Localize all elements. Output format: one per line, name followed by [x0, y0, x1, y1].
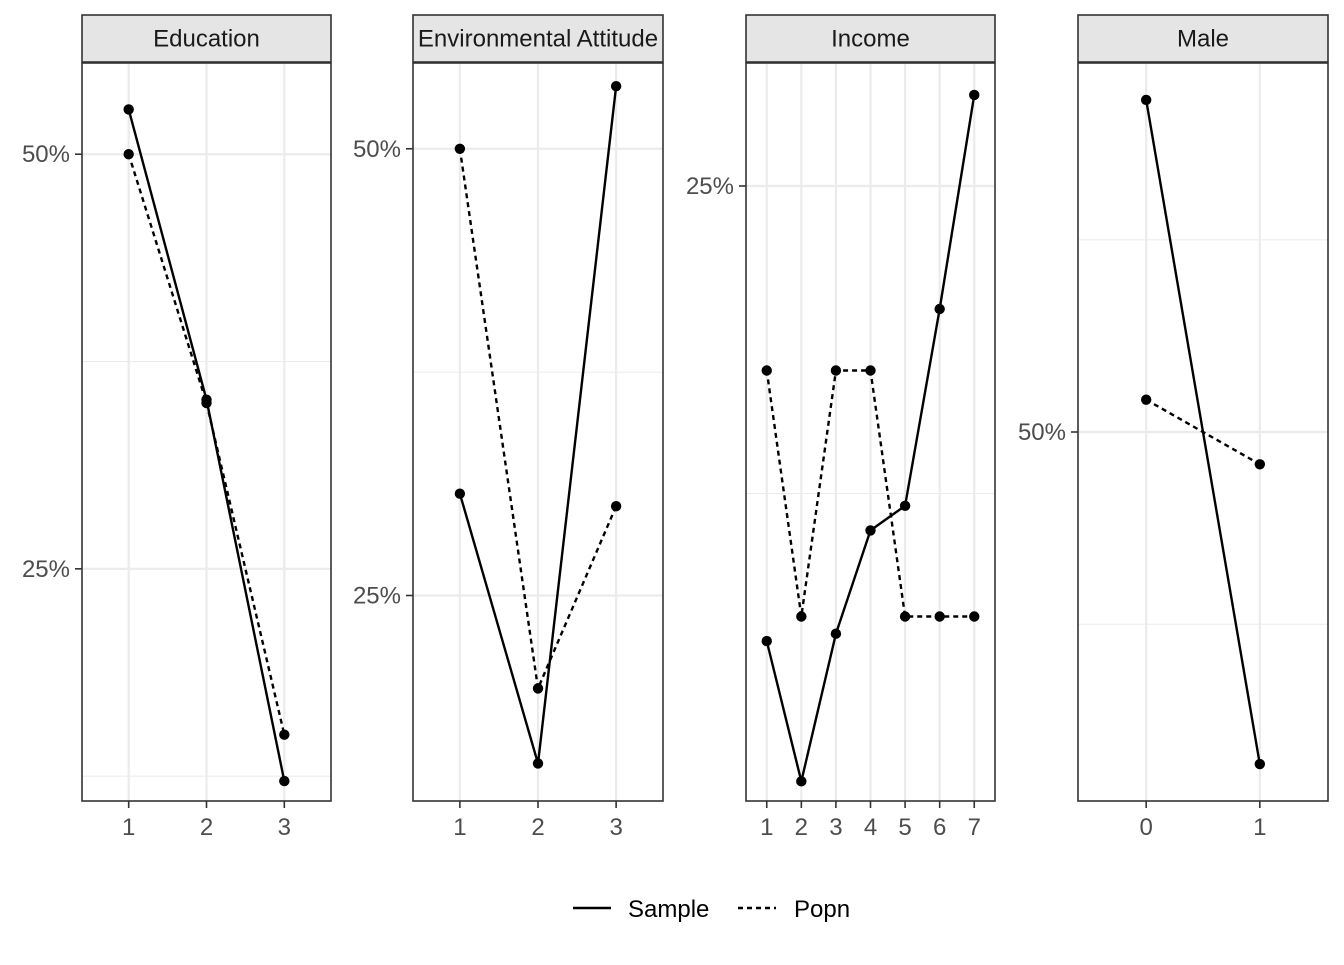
facet-strip [1077, 14, 1329, 63]
facet-panel-2: Income 25% 1 2 3 4 5 6 7 [686, 14, 996, 841]
data-point-sample [532, 758, 544, 769]
data-point-sample [761, 635, 772, 647]
series-line-popn [458, 148, 618, 690]
x-tick-label: 2 [200, 814, 213, 841]
x-tick-label: 5 [898, 814, 911, 841]
y-tick-label: 25% [686, 173, 734, 200]
data-point-popn [934, 611, 945, 622]
data-point-sample [279, 775, 290, 787]
x-tick-label: 6 [933, 814, 946, 841]
y-tick-label: 50% [22, 141, 70, 168]
x-tick-label: 1 [453, 814, 466, 841]
facet-title: Income [831, 26, 910, 53]
panel-plot-area [1078, 63, 1328, 801]
legend: Sample Popn [573, 896, 850, 923]
data-point-sample [1140, 94, 1152, 106]
data-point-popn [279, 729, 290, 740]
x-tick-label: 1 [760, 814, 773, 841]
data-point-popn [969, 611, 980, 622]
data-point-popn [761, 365, 772, 376]
facet-title: Education [153, 26, 260, 53]
facet-panel-3: Male 50% 0 1 [1018, 14, 1329, 841]
x-tick-label: 3 [609, 814, 622, 841]
x-tick-label: 4 [864, 814, 877, 841]
facet-strip [412, 14, 664, 63]
y-tick-label: 50% [1018, 419, 1066, 446]
data-point-popn [532, 683, 544, 694]
x-tick-label: 1 [1253, 814, 1266, 841]
x-tick-label: 1 [122, 814, 135, 841]
x-tick-label: 2 [531, 814, 544, 841]
series-line-popn [1145, 398, 1261, 466]
data-point-popn [865, 365, 876, 376]
data-point-popn [1140, 394, 1152, 405]
x-tick-label: 3 [829, 814, 842, 841]
legend-label-popn: Popn [794, 896, 850, 923]
facet-title: Environmental Attitude [418, 26, 658, 53]
panel-plot-area [413, 63, 663, 801]
panel-plot-area [82, 63, 331, 801]
x-tick-label: 7 [968, 814, 981, 841]
facet-panel-1: Environmental Attitude 25% 50% 1 2 3 [353, 14, 664, 841]
data-point-popn [123, 149, 134, 160]
facet-title: Male [1177, 26, 1229, 53]
data-point-popn [201, 397, 212, 409]
data-point-sample [1254, 758, 1266, 770]
data-point-popn [454, 143, 466, 154]
data-point-sample [969, 89, 980, 101]
series-line-popn [127, 153, 286, 735]
data-point-sample [123, 104, 134, 115]
panel-plot-area [746, 63, 995, 801]
data-point-popn [1254, 459, 1266, 470]
y-tick-label: 25% [22, 556, 70, 583]
data-point-sample [934, 303, 945, 315]
facet-strip [81, 14, 332, 63]
legend-label-sample: Sample [628, 896, 709, 923]
x-tick-label: 3 [278, 814, 291, 841]
x-tick-label: 2 [795, 814, 808, 841]
y-tick-label: 50% [353, 136, 401, 163]
data-point-popn [610, 500, 622, 512]
data-point-sample [796, 776, 807, 787]
facet-strip [745, 14, 996, 63]
data-point-popn [899, 611, 911, 622]
y-tick-label: 25% [353, 583, 401, 610]
data-point-sample [830, 628, 842, 639]
data-point-sample [899, 500, 911, 511]
facet-panel-0: Education 25% 50% 1 2 3 [22, 14, 332, 841]
data-point-sample [865, 525, 876, 536]
data-point-sample [454, 488, 466, 499]
data-point-popn [830, 365, 842, 376]
x-tick-label: 0 [1140, 814, 1153, 841]
data-point-popn [796, 611, 807, 622]
data-point-sample [610, 81, 622, 92]
